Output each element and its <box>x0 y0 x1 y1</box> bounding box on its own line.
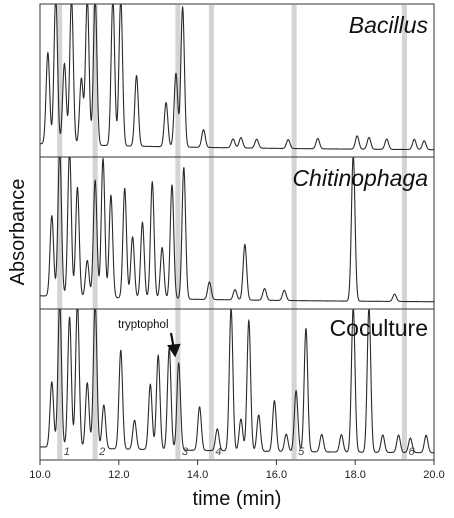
panel-label-coculture: Coculture <box>330 315 428 341</box>
annotation: tryptophol <box>118 319 181 358</box>
marker-band-3 <box>175 5 181 459</box>
marker-band-6 <box>401 5 407 459</box>
tryptophol-arrow <box>167 332 181 358</box>
x-axis-title: time (min) <box>193 488 282 510</box>
x-axis: 10.0 12.0 14.0 16.0 18.0 20.0 <box>29 460 445 481</box>
y-axis-title: Absorbance <box>7 179 29 286</box>
marker-number-6: 6 <box>408 446 415 458</box>
marker-band-4 <box>208 5 214 459</box>
panel-label-chitinophaga: Chitinophaga <box>292 165 428 191</box>
marker-number-2: 2 <box>98 446 105 458</box>
panel-label-bacillus: Bacillus <box>349 12 429 38</box>
trace-chitinophaga <box>40 156 434 303</box>
trace-bacillus <box>40 4 434 151</box>
x-tick-label-18.0: 18.0 <box>344 469 365 481</box>
marker-number-3: 3 <box>182 446 189 458</box>
panel-labels: Bacillus Chitinophaga Coculture <box>292 12 428 341</box>
marker-band-5 <box>291 5 297 459</box>
x-tick-label-14.0: 14.0 <box>187 469 208 481</box>
x-tick-label-20.0: 20.0 <box>423 469 444 481</box>
x-tick-label-12.0: 12.0 <box>108 469 129 481</box>
marker-number-5: 5 <box>298 446 305 458</box>
marker-band-2 <box>92 5 98 459</box>
chromatogram-traces <box>40 4 434 454</box>
plot-frame <box>39 3 435 461</box>
marker-number-4: 4 <box>215 446 221 458</box>
x-tick-label-16.0: 16.0 <box>266 469 287 481</box>
plot-border <box>39 3 435 461</box>
marker-band-1 <box>57 5 63 459</box>
trace-coculture <box>40 309 434 454</box>
marker-number-1: 1 <box>64 446 70 458</box>
tryptophol-label: tryptophol <box>118 319 169 331</box>
x-tick-label-10.0: 10.0 <box>29 469 50 481</box>
retention-markers: 1 2 3 4 5 6 <box>57 5 415 459</box>
